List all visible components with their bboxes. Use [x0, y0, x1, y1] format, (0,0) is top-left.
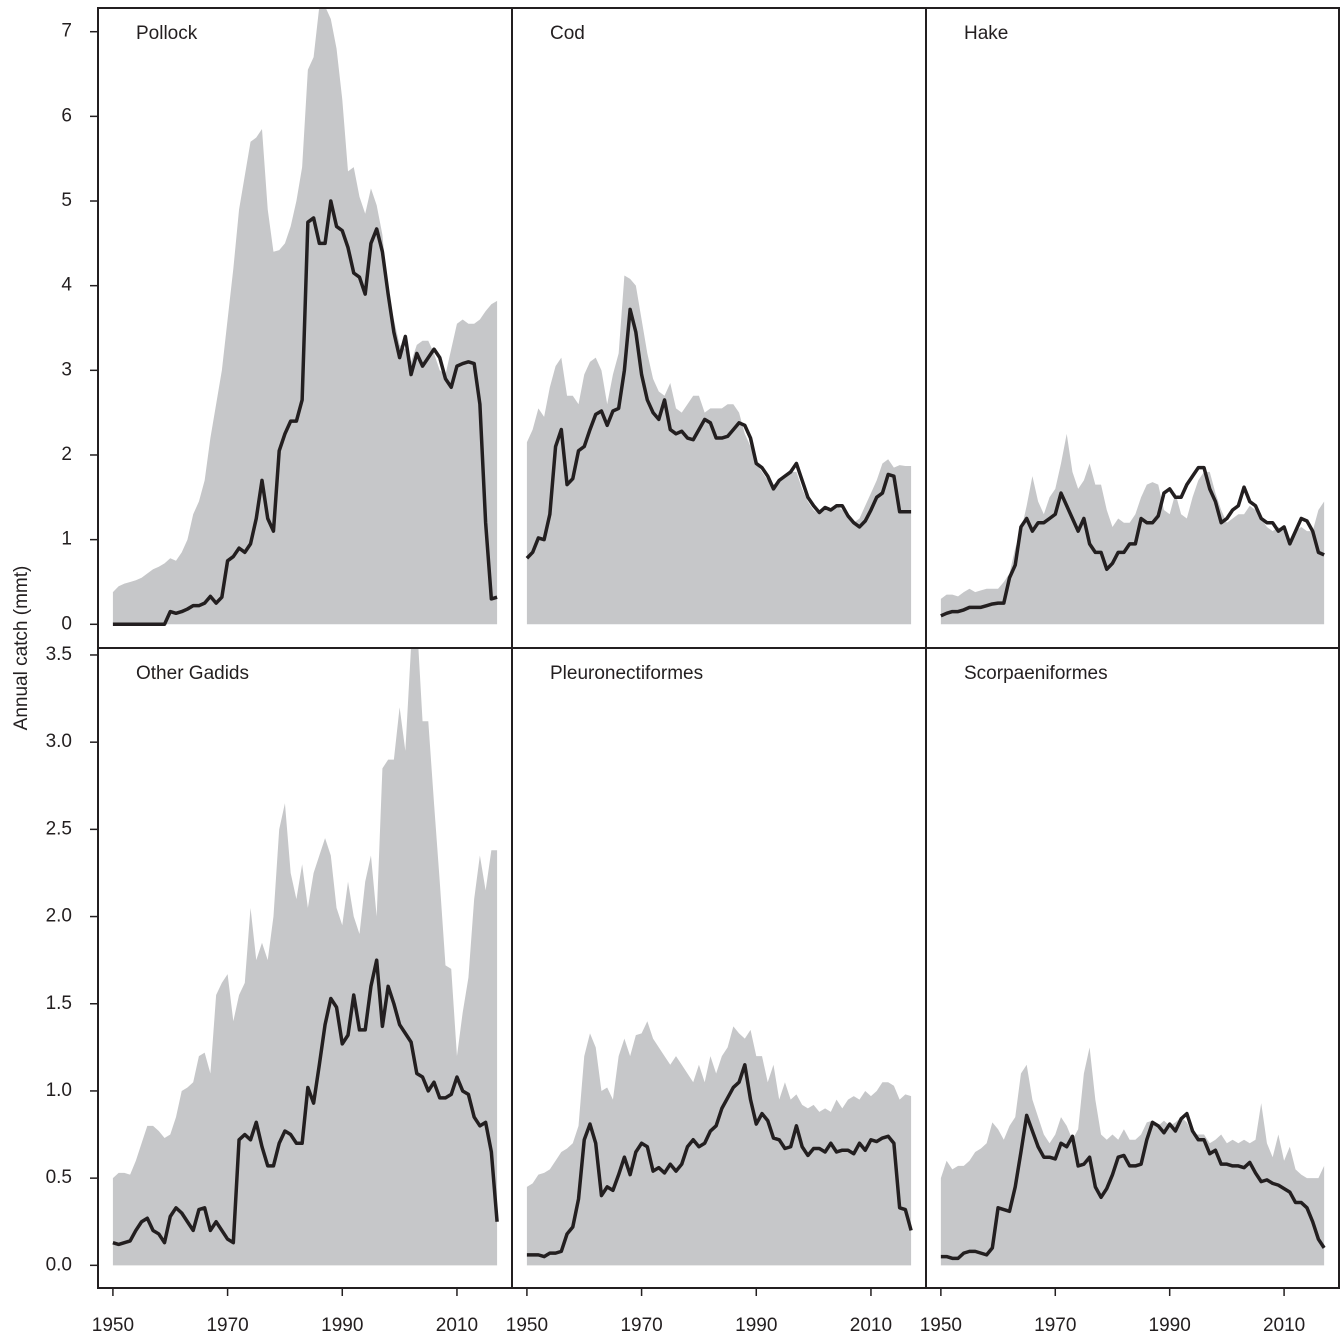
panel	[112, 648, 499, 1266]
x-tick-label: 1990	[735, 1315, 777, 1336]
panel-title: Pollock	[136, 23, 198, 44]
x-tick-label: 1970	[1034, 1315, 1076, 1336]
panel	[940, 433, 1325, 625]
x-tick-label: 1990	[321, 1315, 363, 1336]
x-tick-label: 1950	[920, 1315, 962, 1336]
x-tick-label: 1950	[506, 1315, 548, 1336]
y-tick-label: 0.0	[46, 1254, 72, 1275]
y-tick-label: 6	[61, 105, 72, 126]
x-tick-label: 1950	[92, 1315, 134, 1336]
x-tick-label: 2010	[436, 1315, 478, 1336]
catch-line	[112, 958, 499, 1247]
x-tick-label: 1970	[620, 1315, 662, 1336]
catch-range-area	[526, 275, 912, 625]
panel-title: Other Gadids	[136, 663, 249, 684]
y-tick-label: 0	[61, 613, 72, 634]
y-tick-label: 5	[61, 190, 72, 211]
panel-title: Hake	[964, 23, 1008, 44]
catch-line	[525, 307, 912, 560]
catch-line	[940, 465, 1325, 618]
catch-line	[112, 199, 498, 627]
y-tick-label: 1	[61, 529, 72, 550]
panel-title: Scorpaeniformes	[964, 663, 1108, 684]
catch-range-area	[940, 1047, 1325, 1266]
x-tick-label: 1970	[206, 1315, 248, 1336]
panel	[112, 8, 498, 627]
catch-line	[940, 1111, 1326, 1261]
catch-range-area	[112, 648, 498, 1266]
y-tick-label: 3.5	[46, 644, 72, 665]
catch-line	[526, 1063, 913, 1259]
y-tick-label: 2.0	[46, 906, 72, 927]
y-tick-label: 0.5	[46, 1167, 72, 1188]
y-tick-label: 2.5	[46, 818, 72, 839]
y-tick-label: 4	[61, 275, 72, 296]
y-tick-label: 1.5	[46, 993, 72, 1014]
panel-title: Pleuronectiformes	[550, 663, 703, 684]
panel-frame	[925, 647, 1340, 1289]
x-tick-label: 2010	[850, 1315, 892, 1336]
y-tick-label: 3.0	[46, 731, 72, 752]
x-tick-label: 1990	[1149, 1315, 1191, 1336]
catch-range-area	[526, 1021, 912, 1266]
x-tick-label: 2010	[1263, 1315, 1305, 1336]
panel	[526, 1021, 913, 1266]
y-tick-label: 7	[61, 21, 72, 42]
y-axis-label: Annual catch (mmt)	[11, 566, 32, 731]
panel	[940, 1047, 1326, 1266]
catch-range-area	[940, 433, 1325, 625]
panel	[525, 275, 912, 625]
y-tick-label: 1.0	[46, 1080, 72, 1101]
panel-title: Cod	[550, 23, 585, 44]
y-tick-label: 3	[61, 359, 72, 380]
y-tick-label: 2	[61, 444, 72, 465]
